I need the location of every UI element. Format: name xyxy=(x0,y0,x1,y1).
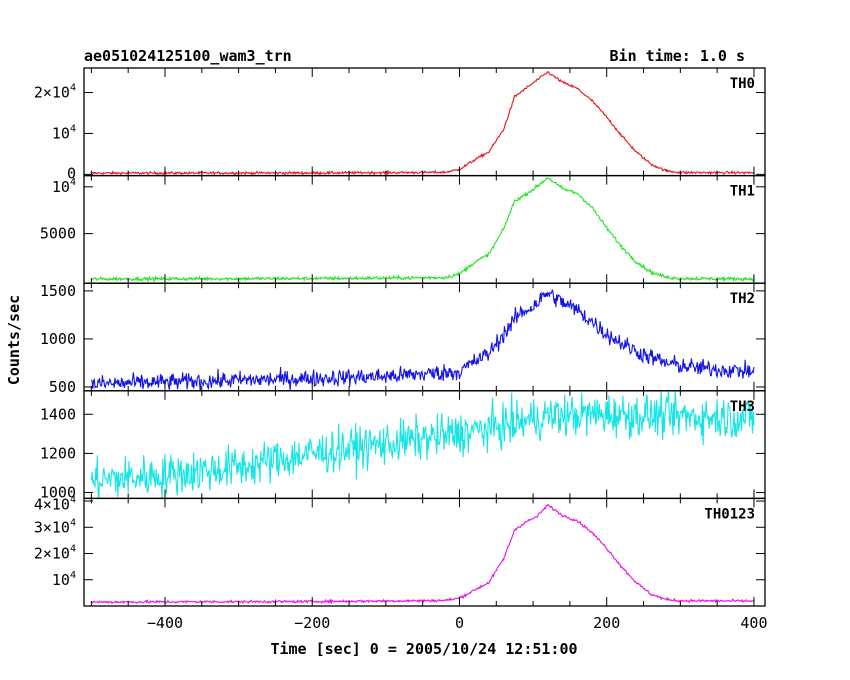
y-tick-label: 1400 xyxy=(40,405,76,423)
x-tick-label: −200 xyxy=(294,614,330,632)
x-tick-label: 200 xyxy=(593,614,620,632)
panel-th3: 1000 1200 1400 TH3 xyxy=(40,390,766,502)
panel-name-label: TH2 xyxy=(730,291,755,307)
y-tick-label: 5000 xyxy=(40,225,76,243)
x-tick-label: 400 xyxy=(740,614,767,632)
series-line-th2 xyxy=(90,288,755,391)
y-tick-label: 1200 xyxy=(40,444,76,462)
panel-name-label: TH1 xyxy=(730,184,755,200)
panel-name-label: TH0 xyxy=(730,76,755,92)
x-tick-label: −400 xyxy=(147,614,183,632)
y-tick-label: 2×104 xyxy=(34,544,76,563)
series-line-th0 xyxy=(91,71,755,176)
series-line-th3 xyxy=(90,390,755,499)
y-tick-label: 1000 xyxy=(40,484,76,502)
panel-name-label: TH0123 xyxy=(704,506,755,522)
x-axis-label: Time [sec] 0 = 2005/10/24 12:51:00 xyxy=(270,640,577,658)
panel-th0123: 104 2×104 3×104 4×104 TH0123 xyxy=(34,494,766,607)
panel-th2: 500 1000 1500 TH2 xyxy=(40,282,766,396)
panel-th1: 5000 104 TH1 xyxy=(40,174,766,284)
y-tick-label: 500 xyxy=(49,378,76,396)
y-tick-label: 1500 xyxy=(40,282,76,300)
y-tick-label: 104 xyxy=(52,570,76,589)
panel-name-label: TH3 xyxy=(730,399,755,415)
series-line-th0123 xyxy=(91,503,755,605)
y-tick-label: 4×104 xyxy=(34,494,76,513)
y-tick-label: 104 xyxy=(52,177,76,196)
series-line-th1 xyxy=(90,177,755,283)
panel-frame xyxy=(83,67,766,177)
y-tick-label: 2×104 xyxy=(34,83,76,102)
y-tick-label: 0 xyxy=(67,165,76,183)
panel-frame xyxy=(83,174,766,284)
bin-time-label: Bin time: 1.0 s xyxy=(610,47,745,65)
y-tick-label: 3×104 xyxy=(34,517,76,536)
panel-frame xyxy=(83,497,766,607)
y-tick-label: 1000 xyxy=(40,330,76,348)
panel-th0: 0 104 2×104 TH0 xyxy=(34,67,766,183)
y-tick-label: 104 xyxy=(52,123,76,142)
chart-title: ae051024125100_wam3_trn xyxy=(84,47,292,65)
y-axis-label: Counts/sec xyxy=(5,295,23,385)
x-tick-label: 0 xyxy=(455,614,464,632)
